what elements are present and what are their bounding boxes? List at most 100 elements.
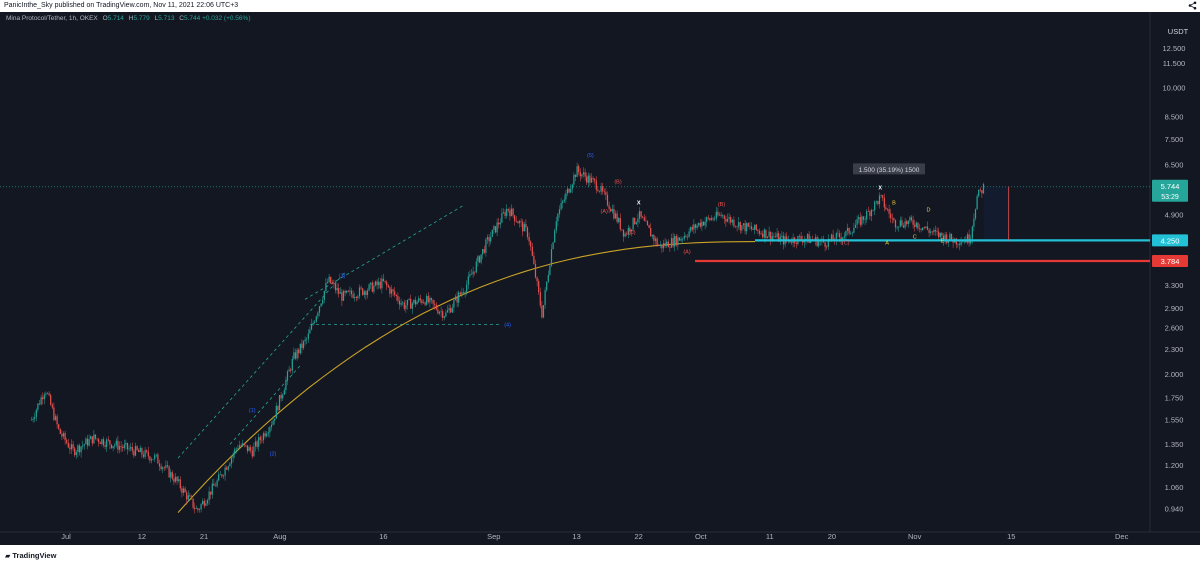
candle-body xyxy=(629,228,631,232)
candle-body xyxy=(611,209,613,212)
candle-body xyxy=(925,226,927,228)
candle-body xyxy=(626,233,628,235)
candle-body xyxy=(406,299,409,306)
wave-channel-upper xyxy=(177,272,346,459)
low-value: 5.713 xyxy=(158,15,175,22)
price-level-tag-label: 4.250 xyxy=(1161,236,1180,245)
candle-body xyxy=(488,237,490,242)
wave-label: (2) xyxy=(270,451,277,457)
tradingview-logo[interactable]: ▰ TradingView xyxy=(5,551,56,560)
candle-body xyxy=(774,236,777,238)
symbol-name: Mina Protocol/Tether, 1h, OKEX xyxy=(6,15,98,22)
candle-body xyxy=(830,234,833,240)
candle-body xyxy=(282,394,284,399)
candle-body xyxy=(330,276,332,284)
x-tick-label: 20 xyxy=(828,532,836,541)
candle-body xyxy=(35,409,37,418)
candle-body xyxy=(74,448,76,456)
candle-body xyxy=(552,242,554,250)
candle-body xyxy=(210,491,212,495)
candle-body xyxy=(90,436,92,440)
candle-body xyxy=(125,443,127,445)
candle-body xyxy=(374,281,377,286)
candle-body xyxy=(453,300,455,308)
candle-body xyxy=(498,222,500,225)
candle-body xyxy=(736,226,738,227)
candle-body xyxy=(309,329,311,334)
candle-body xyxy=(651,235,653,237)
candle-body xyxy=(605,192,607,195)
candle-body xyxy=(750,226,753,230)
candle-body xyxy=(382,278,385,281)
candle-body xyxy=(123,444,125,449)
candle-body xyxy=(218,474,220,481)
x-tick-label: Oct xyxy=(695,532,708,541)
candle-body xyxy=(40,397,42,405)
y-tick-label: 12.500 xyxy=(1163,44,1186,53)
candle-body xyxy=(854,224,857,228)
candle-body xyxy=(53,407,55,420)
candle-body xyxy=(778,233,780,242)
candle-body xyxy=(718,214,721,216)
candle-body xyxy=(163,467,165,469)
candle-body xyxy=(70,444,73,450)
candle-body xyxy=(832,234,834,241)
candle-body xyxy=(304,339,306,342)
chart-area[interactable]: 12.50011.50010.0008.5007.5006.5005.7004.… xyxy=(0,12,1200,545)
candle-body xyxy=(635,222,637,224)
candle-body xyxy=(669,247,671,248)
candle-body xyxy=(133,450,135,456)
candle-body xyxy=(254,441,257,447)
price-level-tag xyxy=(1152,255,1188,268)
candle-body xyxy=(493,226,495,230)
candle-body xyxy=(66,440,68,443)
candle-body xyxy=(398,300,401,305)
share-icon[interactable] xyxy=(1188,1,1197,10)
price-chart[interactable]: 12.50011.50010.0008.5007.5006.5005.7004.… xyxy=(0,12,1200,545)
candle-body xyxy=(43,394,45,400)
candle-body xyxy=(202,500,204,505)
candle-body xyxy=(251,450,253,457)
candle-body xyxy=(104,445,106,447)
candle-body xyxy=(618,218,620,222)
candle-body xyxy=(547,274,549,282)
candle-body xyxy=(731,219,733,223)
candle-body xyxy=(294,352,297,359)
candle-body xyxy=(790,242,793,244)
x-tick-label: Jul xyxy=(61,532,71,541)
candle-body xyxy=(346,290,348,293)
candle-body xyxy=(160,466,162,470)
high-label: H xyxy=(128,15,134,22)
candle-body xyxy=(570,188,572,193)
candle-body xyxy=(365,291,367,295)
candle-body xyxy=(139,448,141,453)
candle-body xyxy=(61,433,63,437)
candle-body xyxy=(69,447,71,450)
candle-body xyxy=(730,217,732,223)
y-tick-label: 1.200 xyxy=(1165,461,1184,470)
candle-body xyxy=(835,233,837,242)
candle-body xyxy=(712,218,714,220)
candle-body xyxy=(45,393,47,395)
candle-body xyxy=(765,229,767,239)
candle-body xyxy=(798,235,801,237)
candle-body xyxy=(458,292,460,303)
candle-body xyxy=(259,437,261,440)
candle-body xyxy=(917,222,919,229)
candle-body xyxy=(909,217,911,221)
y-tick-label: 8.500 xyxy=(1165,113,1184,122)
x-tick-label: 11 xyxy=(766,532,774,541)
candle-body xyxy=(312,322,314,325)
candle-body xyxy=(699,222,701,227)
candle-body xyxy=(714,218,716,220)
wave-label: X xyxy=(637,200,641,206)
candle-body xyxy=(118,446,121,450)
candle-body xyxy=(261,439,263,441)
candle-body xyxy=(554,230,556,243)
candle-body xyxy=(578,166,580,173)
x-tick-label: 21 xyxy=(200,532,208,541)
candle-body xyxy=(158,463,161,467)
bar-countdown-label: 53:29 xyxy=(1161,194,1179,201)
candle-body xyxy=(659,244,661,246)
candle-body xyxy=(322,299,324,304)
